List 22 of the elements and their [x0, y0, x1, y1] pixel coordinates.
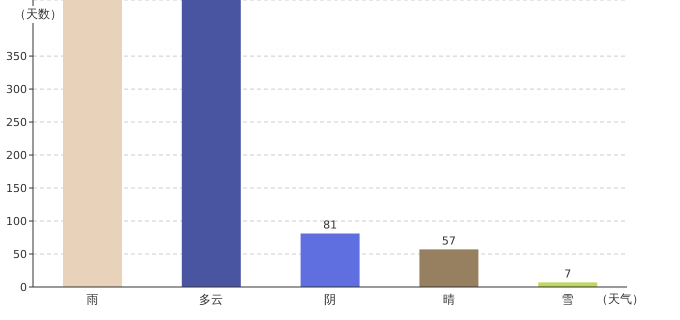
x-axis-title: （天气） [596, 291, 644, 308]
y-tick-label: 150 [6, 182, 27, 195]
y-tick-label: 250 [6, 116, 27, 129]
x-tick-label: 雪 [562, 292, 574, 307]
x-tick-label: 雨 [86, 292, 98, 307]
data-label: 57 [442, 234, 456, 248]
y-tick-label: 0 [20, 280, 27, 294]
x-tick-label: 晴 [442, 292, 455, 307]
bar [300, 234, 360, 287]
data-label: 81 [323, 218, 338, 232]
bar [63, 0, 122, 287]
y-tick-label: 350 [6, 50, 27, 63]
y-tick-label: 300 [6, 82, 27, 96]
x-tick-label: 多云 [199, 292, 224, 307]
y-tick-label: 200 [6, 148, 27, 162]
y-tick-label: 50 [13, 248, 27, 261]
y-tick-label: 100 [6, 214, 27, 228]
bar [182, 0, 241, 287]
y-axis-title: （天数） [14, 6, 62, 23]
bar [419, 249, 478, 287]
x-tick-label: 阴 [324, 292, 336, 307]
data-label: 7 [564, 267, 572, 280]
